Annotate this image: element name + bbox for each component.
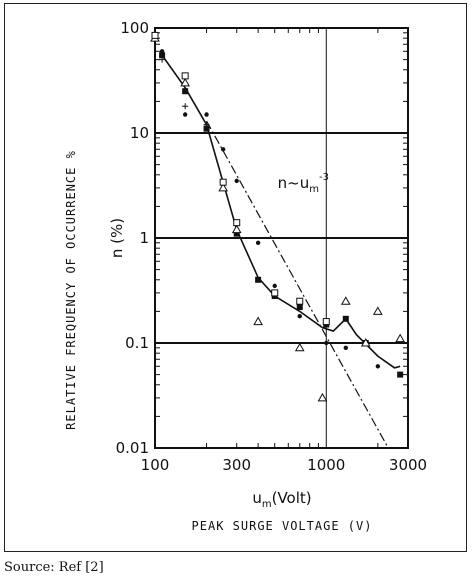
- y-tick-label: 10: [130, 124, 149, 142]
- source-note: Source: Ref [2]: [4, 560, 104, 575]
- series-group: [150, 31, 406, 402]
- data-point-dot: [255, 240, 261, 246]
- data-point-dot: [324, 340, 329, 346]
- data-point-open-square: [271, 289, 279, 297]
- tick-marks: [155, 28, 408, 448]
- grid-lines: [155, 28, 408, 448]
- data-point-open-square: [219, 178, 227, 186]
- x-tick-label: 1000: [307, 456, 345, 474]
- data-point-dot: [297, 313, 302, 319]
- data-point-filled-square: [159, 52, 166, 59]
- data-point-open-triangle: [372, 306, 383, 315]
- data-point-open-triangle: [253, 316, 263, 326]
- chart-svg: 100 10 1 0.1 0.01 100 300 1000 3000 n~um-3 n (%…: [64, 19, 427, 533]
- y-tick-label: 100: [120, 19, 149, 37]
- data-point-open-triangle: [180, 77, 191, 87]
- data-point-filled-square: [182, 88, 189, 95]
- x-tick-label: 3000: [389, 456, 427, 474]
- data-point-open-triangle: [218, 182, 229, 192]
- measured-curve: [161, 54, 401, 369]
- data-point-filled-square: [255, 276, 262, 283]
- x-tick-labels: 100 300 1000 3000: [141, 456, 427, 474]
- data-point-dot: [272, 283, 277, 289]
- x-axis-caption: PEAK SURGE VOLTAGE (V): [192, 519, 373, 533]
- y-axis-caption: RELATIVE FREQUENCY OF OCCURRENCE %: [64, 150, 78, 430]
- data-point-open-square: [296, 297, 304, 305]
- data-point-filled-square: [397, 371, 404, 378]
- y-tick-labels: 100 10 1 0.1 0.01: [116, 19, 149, 457]
- data-point-filled-square: [296, 304, 303, 311]
- data-point-filled-square: [233, 230, 240, 237]
- data-point-open-square: [322, 318, 330, 326]
- annotation-group: n~um-3: [278, 172, 329, 195]
- data-point-dot: [182, 112, 188, 117]
- data-point-open-square: [181, 72, 189, 80]
- data-point-open-triangle: [395, 333, 406, 343]
- data-point-dot: [159, 49, 165, 54]
- x-axis-main-label: um(Volt): [252, 489, 311, 510]
- data-point-open-square: [233, 219, 241, 227]
- data-point-filled-square: [342, 315, 349, 322]
- data-point-open-triangle: [360, 337, 371, 347]
- data-point-plus: [159, 56, 166, 63]
- data-point-dot: [375, 364, 381, 369]
- x-tick-label: 300: [222, 456, 251, 474]
- data-point-open-triangle: [231, 224, 242, 234]
- reference-line: [206, 120, 389, 449]
- data-point-plus: [203, 121, 210, 128]
- y-tick-label: 1: [139, 229, 149, 247]
- data-point-dot: [204, 112, 209, 117]
- figure-frame: [4, 3, 467, 552]
- data-point-open-triangle: [317, 392, 328, 402]
- data-point-plus: [182, 103, 189, 110]
- data-point-dot: [220, 147, 226, 152]
- y-tick-label: 0.1: [125, 334, 149, 352]
- data-point-dot: [234, 178, 239, 184]
- data-point-open-triangle: [340, 296, 351, 305]
- y-tick-label: 0.01: [116, 439, 149, 457]
- reference-line-group: [206, 120, 389, 449]
- slope-annotation: n~um-3: [278, 172, 329, 195]
- data-point-open-triangle: [294, 342, 305, 352]
- data-point-filled-square: [203, 125, 210, 132]
- data-point-dot: [343, 345, 348, 351]
- y-axis-main-label: n (%): [108, 218, 126, 258]
- data-point-open-square: [151, 31, 159, 39]
- x-tick-label: 100: [141, 456, 170, 474]
